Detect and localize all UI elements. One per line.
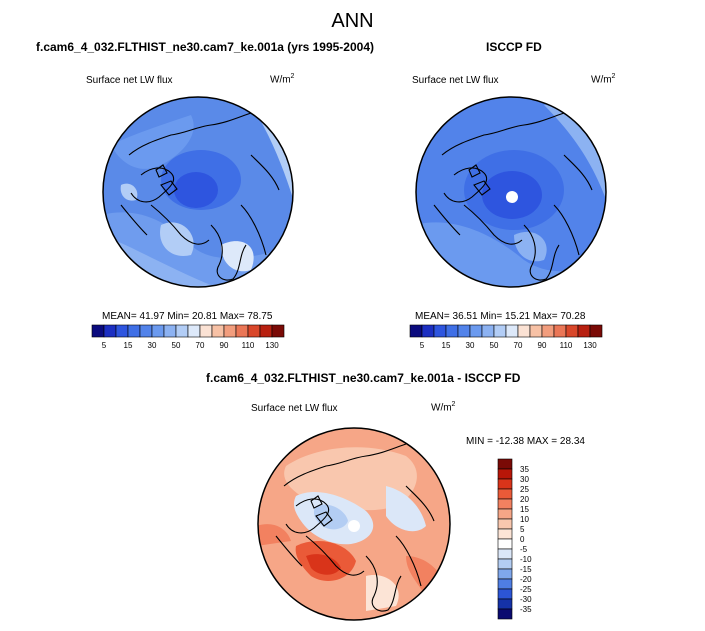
panel-title-obs: ISCCP FD	[486, 40, 542, 54]
colorbar-label: 10	[520, 515, 529, 524]
colorbar-label: -10	[520, 555, 532, 564]
colorbar-swatch	[151, 324, 165, 338]
map-obs	[415, 96, 607, 288]
colorbar-swatch	[223, 324, 237, 338]
colorbar-label: 90	[538, 341, 547, 350]
stats-diff: MIN = -12.38 MAX = 28.34	[466, 436, 585, 447]
colorbar-label: 110	[560, 341, 573, 350]
colorbar-label: 130	[265, 341, 279, 350]
colorbar-label: 30	[466, 341, 475, 350]
colorbar-label: 35	[520, 465, 529, 474]
colorbar-swatch	[529, 324, 543, 338]
diff-title: f.cam6_4_032.FLTHIST_ne30.cam7_ke.001a -…	[206, 371, 521, 385]
colorbar-label: -20	[520, 575, 532, 584]
colorbar-swatch	[497, 538, 513, 550]
panel-variable-label: Surface net LW flux	[251, 403, 338, 414]
colorbar-label: 15	[520, 505, 529, 514]
colorbar-swatch	[211, 324, 225, 338]
panel-title-model: f.cam6_4_032.FLTHIST_ne30.cam7_ke.001a (…	[36, 40, 374, 54]
colorbar-label: 5	[520, 525, 525, 534]
colorbar-swatch	[577, 324, 591, 338]
colorbar-swatch	[497, 558, 513, 570]
colorbar-swatch	[127, 324, 141, 338]
colorbar-swatch	[497, 498, 513, 510]
colorbar-swatch	[497, 528, 513, 540]
colorbar-swatch	[409, 324, 423, 338]
colorbar-label: 30	[520, 475, 529, 484]
colorbar-swatch	[497, 588, 513, 600]
colorbar-label: 50	[172, 341, 181, 350]
colorbar-label: 5	[420, 341, 425, 350]
colorbar-label: 15	[124, 341, 133, 350]
colorbar-swatch	[497, 468, 513, 480]
colorbar-label: 50	[490, 341, 499, 350]
colorbar-swatch	[553, 324, 567, 338]
colorbar-swatch	[497, 598, 513, 610]
colorbar-model: 5 15 30 50 70 90 110 130	[91, 324, 285, 350]
colorbar-swatch	[497, 548, 513, 560]
panel-units-label: W/m2	[270, 73, 295, 86]
panel-units-label: W/m2	[431, 401, 456, 414]
colorbar-obs: 5 15 30 50 70 90 110 130	[409, 324, 603, 350]
colorbar-label: 30	[148, 341, 157, 350]
stats-obs: MEAN= 36.51 Min= 15.21 Max= 70.28	[415, 311, 586, 322]
colorbar-swatch	[445, 324, 459, 338]
stats-model: MEAN= 41.97 Min= 20.81 Max= 78.75	[102, 311, 273, 322]
colorbar-label: -35	[520, 605, 532, 614]
colorbar-swatch	[517, 324, 531, 338]
colorbar-swatch	[139, 324, 153, 338]
figure-title: ANN	[331, 10, 374, 32]
colorbar-swatch	[103, 324, 117, 338]
panel-variable-label: Surface net LW flux	[412, 75, 499, 86]
colorbar-swatch	[565, 324, 579, 338]
colorbar-swatch	[497, 458, 513, 470]
colorbar-swatch	[259, 324, 273, 338]
colorbar-swatch	[541, 324, 555, 338]
colorbar-swatch	[433, 324, 447, 338]
colorbar-label: 25	[520, 485, 529, 494]
colorbar-swatch	[163, 324, 177, 338]
colorbar-swatch	[589, 324, 603, 338]
colorbar-label: 130	[583, 341, 597, 350]
colorbar-swatch	[457, 324, 471, 338]
colorbar-label: 0	[520, 535, 525, 544]
colorbar-swatch	[497, 568, 513, 580]
colorbar-swatch	[235, 324, 249, 338]
colorbar-swatch	[497, 488, 513, 500]
colorbar-label: 15	[442, 341, 451, 350]
colorbar-swatch	[481, 324, 495, 338]
colorbar-swatch	[271, 324, 285, 338]
colorbar-label: 5	[102, 341, 107, 350]
colorbar-swatch	[91, 324, 105, 338]
colorbar-swatch	[497, 478, 513, 490]
colorbar-swatch	[469, 324, 483, 338]
map-diff	[257, 427, 451, 621]
colorbar-label: -15	[520, 565, 532, 574]
panel-units-label: W/m2	[591, 73, 616, 86]
colorbar-swatch	[175, 324, 189, 338]
colorbar-swatch	[199, 324, 213, 338]
colorbar-swatch	[497, 518, 513, 530]
colorbar-swatch	[497, 578, 513, 590]
colorbar-label: 70	[514, 341, 523, 350]
colorbar-swatch	[505, 324, 519, 338]
colorbar-swatch	[247, 324, 261, 338]
colorbar-swatch	[497, 508, 513, 520]
colorbar-label: -25	[520, 585, 532, 594]
panel-variable-label: Surface net LW flux	[86, 75, 173, 86]
colorbar-label: -5	[520, 545, 528, 554]
colorbar-swatch	[493, 324, 507, 338]
colorbar-swatch	[187, 324, 201, 338]
colorbar-label: 20	[520, 495, 529, 504]
colorbar-swatch	[115, 324, 129, 338]
colorbar-label: 70	[196, 341, 205, 350]
colorbar-label: 110	[242, 341, 255, 350]
colorbar-swatch	[421, 324, 435, 338]
colorbar-swatch	[497, 608, 513, 620]
colorbar-label: -30	[520, 595, 532, 604]
colorbar-label: 90	[220, 341, 229, 350]
map-model	[102, 96, 294, 288]
